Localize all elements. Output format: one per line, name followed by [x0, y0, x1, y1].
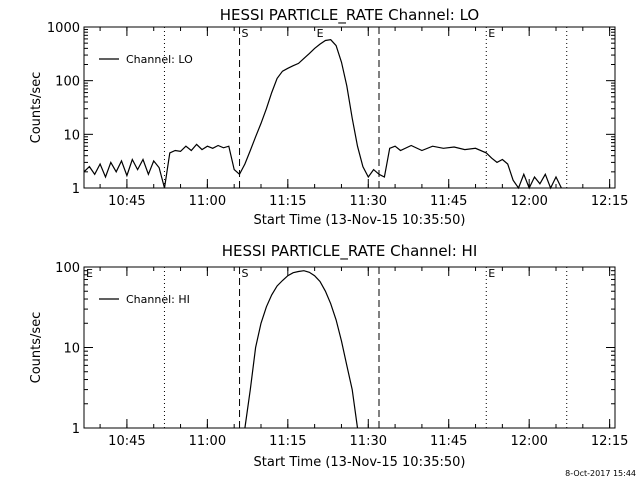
x-tick-label: 12:15: [591, 194, 628, 209]
chart-title: HESSI PARTICLE_RATE Channel: LO: [220, 6, 479, 25]
y-tick-label: 100: [55, 261, 80, 276]
legend-label: Channel: LO: [126, 53, 193, 66]
y-tick-label: 1: [72, 422, 80, 437]
y-axis-label: Counts/sec: [29, 72, 44, 144]
x-axis-label: Start Time (13-Nov-15 10:35:50): [254, 213, 466, 228]
x-tick-label: 11:45: [430, 194, 467, 209]
lo-channel-panel: HESSI PARTICLE_RATE Channel: LO 1 10 100 100…: [29, 6, 628, 228]
plot-frame: [83, 26, 616, 189]
x-tick-label: 12:00: [510, 434, 547, 449]
x-axis-label: Start Time (13-Nov-15 10:35:50): [254, 455, 466, 470]
series-line: [244, 270, 359, 429]
x-tick-label: 11:15: [269, 434, 306, 449]
time-marker-label: E: [317, 27, 324, 40]
x-tick-label: 11:15: [269, 194, 306, 209]
time-marker-label: E: [488, 27, 495, 40]
y-tick-label: 1000: [47, 21, 80, 36]
x-tick-label: 11:00: [189, 194, 226, 209]
x-tick-label: 11:45: [430, 434, 467, 449]
series-line: [83, 39, 562, 190]
timestamp: 8-Oct-2017 15:44: [565, 469, 636, 478]
y-tick-label: 10: [63, 342, 80, 357]
x-tick-label: 11:30: [350, 194, 387, 209]
x-tick-label: 11:00: [189, 434, 226, 449]
y-tick-label: 10: [63, 128, 80, 143]
x-tick-label: 10:45: [108, 434, 145, 449]
time-marker-label: E: [488, 267, 495, 280]
time-marker-label: S: [242, 267, 249, 280]
x-tick-label: 12:15: [591, 434, 628, 449]
chart-title: HESSI PARTICLE_RATE Channel: HI: [222, 242, 478, 261]
hi-channel-panel: HESSI PARTICLE_RATE Channel: HI 1 10 100 10:…: [29, 242, 628, 470]
time-marker-label: S: [242, 27, 249, 40]
x-tick-label: 12:00: [510, 194, 547, 209]
plot-frame: [83, 266, 616, 429]
time-marker-label: E: [86, 267, 93, 280]
y-axis-label: Counts/sec: [29, 312, 44, 384]
legend-label: Channel: HI: [126, 293, 190, 306]
x-tick-label: 10:45: [108, 194, 145, 209]
y-tick-label: 1: [72, 182, 80, 197]
x-tick-label: 11:30: [350, 434, 387, 449]
y-tick-label: 100: [55, 75, 80, 90]
